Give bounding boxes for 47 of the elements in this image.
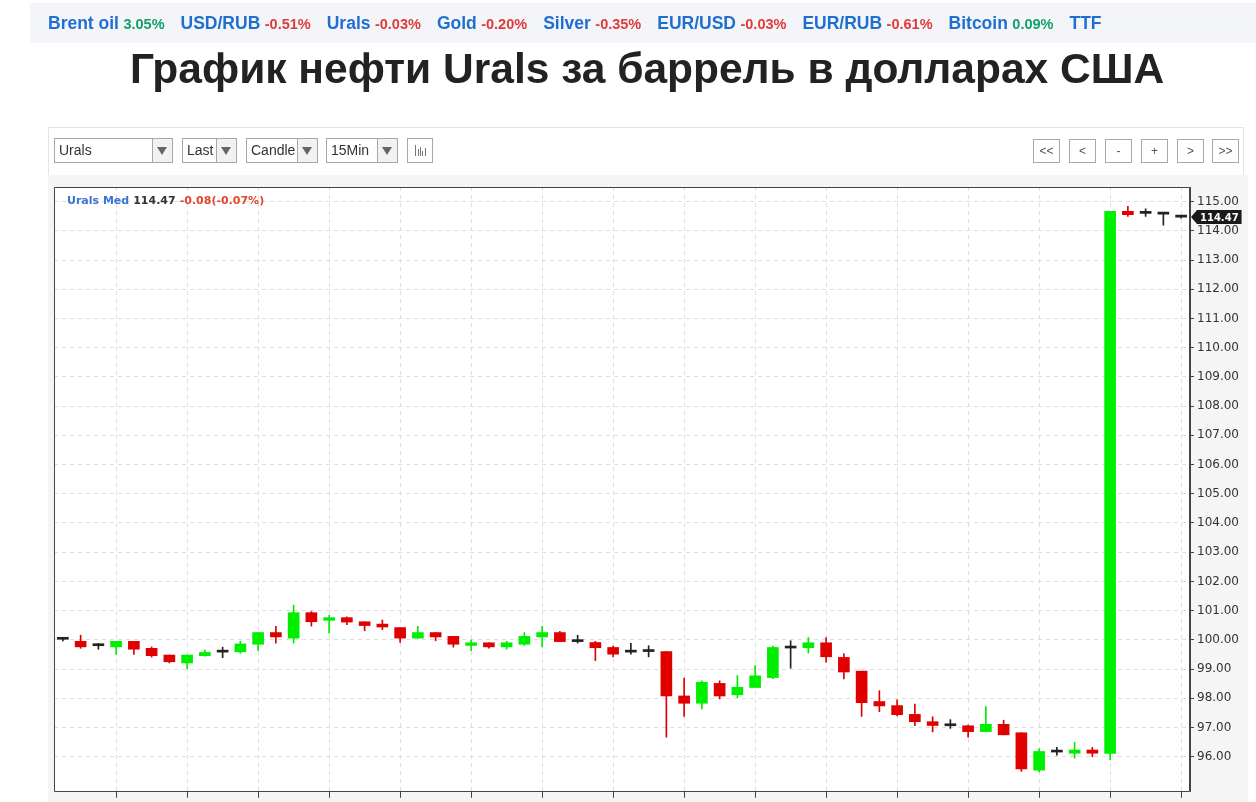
text: Gold -0.20% [436, 12, 528, 33]
text: 114.47 [1200, 211, 1239, 223]
y-tick-label: 97.00 [1197, 719, 1232, 734]
y-tick-label: 100.00 [1197, 631, 1239, 646]
y-tick-label: 115.00 [1197, 193, 1239, 208]
y-tick-label: 107.00 [1197, 427, 1239, 442]
candlestick [678, 677, 690, 717]
button: > [1177, 139, 1204, 163]
button: >> [1212, 139, 1239, 163]
text: EUR/RUB -0.61% [802, 12, 933, 33]
chart-title: График нефти Urals за баррель в долларах США [128, 45, 1166, 93]
y-tick-label: 108.00 [1197, 398, 1239, 413]
dropdown: Urals [54, 138, 173, 163]
y-tick-label: 111.00 [1197, 310, 1239, 325]
button: << [1033, 139, 1060, 163]
y-tick-label: 106.00 [1197, 456, 1239, 471]
y-tick-label: 103.00 [1197, 544, 1239, 559]
annotation: 114.47 [133, 194, 176, 207]
text: TTF [1069, 12, 1102, 33]
text: EUR/USD -0.03% [657, 12, 787, 33]
y-tick-label: 96.00 [1197, 748, 1232, 763]
y-tick-label: 98.00 [1197, 690, 1232, 705]
y-tick-label: 112.00 [1197, 281, 1239, 296]
text: Bitcoin 0.09% [948, 12, 1054, 33]
y-tick-label: 104.00 [1197, 515, 1239, 530]
y-tick-label: 101.00 [1197, 602, 1239, 617]
text: Silver -0.35% [543, 12, 642, 33]
button: - [1105, 139, 1132, 163]
annotation: -0.08(-0.07%) [179, 194, 265, 207]
text: USD/RUB -0.51% [180, 12, 311, 33]
text: Brent oil 3.05% [48, 12, 165, 33]
y-tick-label: 110.00 [1197, 339, 1239, 354]
y-tick-label: 113.00 [1197, 252, 1239, 267]
dropdown: 15Min [326, 138, 398, 163]
text: Urals -0.03% [326, 12, 421, 33]
candlestick [323, 615, 335, 634]
y-tick-label: 109.00 [1197, 369, 1239, 384]
y-tick-label: 99.00 [1197, 661, 1232, 676]
y-tick-label: 114.00 [1197, 222, 1239, 237]
candlestick [536, 626, 548, 648]
button: + [1141, 139, 1168, 163]
y-tick-label: 102.00 [1197, 573, 1239, 588]
y-tick-label: 105.00 [1197, 485, 1239, 500]
dropdown: Candle [246, 138, 318, 163]
dropdown: Last [182, 138, 237, 163]
annotation: Urals Med [67, 194, 130, 207]
button: < [1069, 139, 1096, 163]
